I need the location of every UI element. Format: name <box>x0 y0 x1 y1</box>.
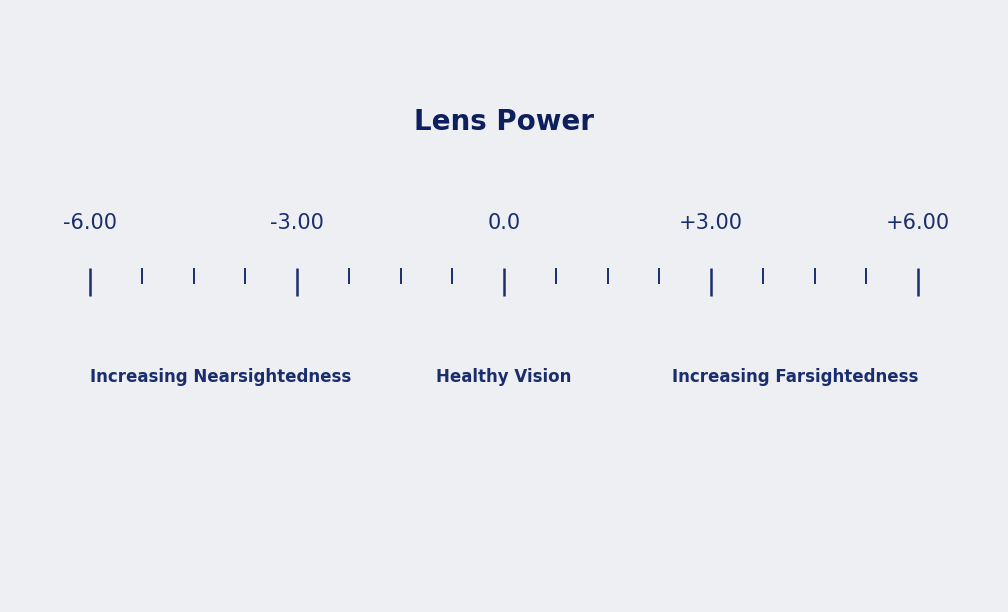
Text: Increasing Nearsightedness: Increasing Nearsightedness <box>90 368 351 386</box>
Text: +6.00: +6.00 <box>886 213 951 233</box>
Text: -3.00: -3.00 <box>270 213 324 233</box>
Text: -6.00: -6.00 <box>62 213 117 233</box>
Text: Healthy Vision: Healthy Vision <box>436 368 572 386</box>
Text: +3.00: +3.00 <box>679 213 743 233</box>
Text: 0.0: 0.0 <box>488 213 520 233</box>
Text: Increasing Farsightedness: Increasing Farsightedness <box>671 368 918 386</box>
Text: Lens Power: Lens Power <box>414 108 594 136</box>
